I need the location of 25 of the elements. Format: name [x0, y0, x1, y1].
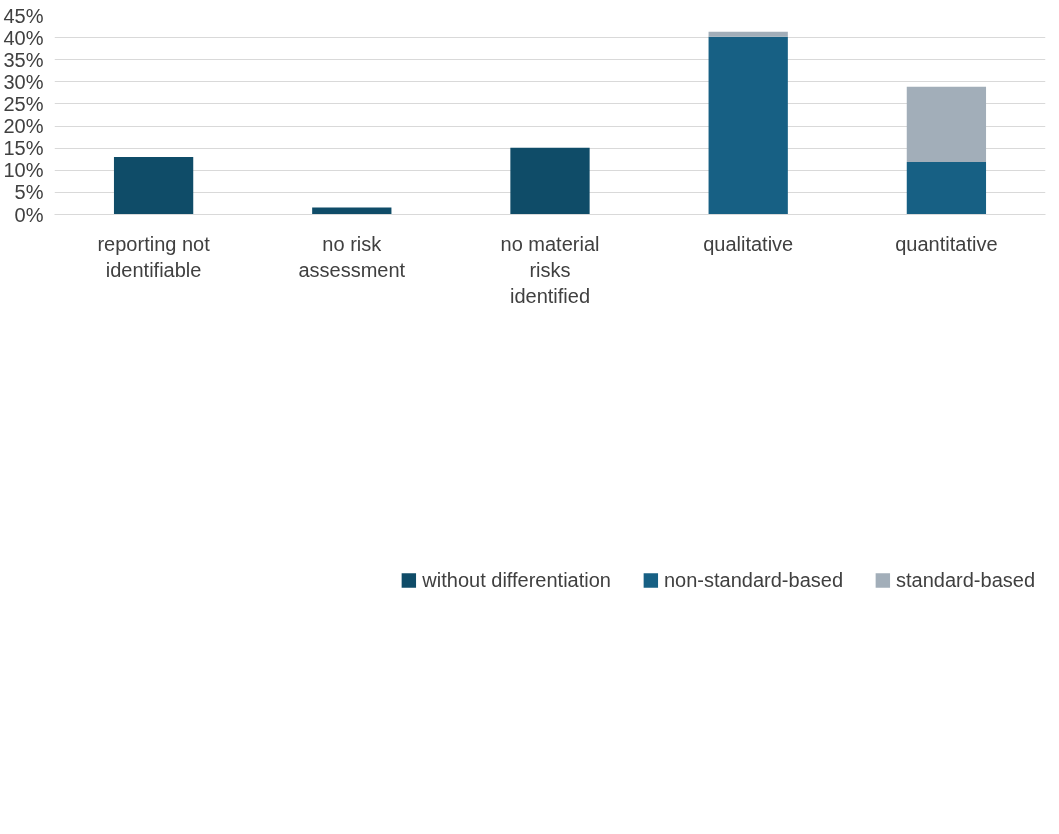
bar	[906, 86, 987, 162]
y-tick-label: 25%	[3, 92, 44, 115]
y-tick-label: 5%	[14, 181, 44, 204]
legend-label: non-standard-based	[664, 568, 844, 592]
legend-label: without differentiation	[422, 568, 611, 592]
y-tick-label: 20%	[3, 115, 44, 138]
y-tick-label: 40%	[3, 26, 44, 49]
x-tick-label: reporting not identifiable	[97, 232, 211, 281]
x-tick-label: no material risks identified	[500, 232, 600, 308]
y-tick-label: 30%	[3, 70, 44, 93]
bar	[708, 36, 788, 215]
y-tick-label: 45%	[3, 4, 44, 27]
y-tick-label: 15%	[3, 137, 44, 160]
legend-label: standard-based	[896, 568, 1035, 592]
x-tick-label: no risk assessment	[298, 232, 406, 281]
y-tick-label: 0%	[14, 203, 44, 226]
x-tick-label: quantitative	[895, 232, 998, 255]
bar	[113, 157, 194, 215]
y-tick-label: 10%	[3, 159, 44, 182]
x-tick-label: qualitative	[703, 232, 794, 255]
y-tick-label: 35%	[3, 48, 44, 71]
bar	[312, 207, 392, 215]
bar	[906, 161, 987, 215]
bar	[510, 147, 590, 215]
bar	[708, 31, 788, 37]
